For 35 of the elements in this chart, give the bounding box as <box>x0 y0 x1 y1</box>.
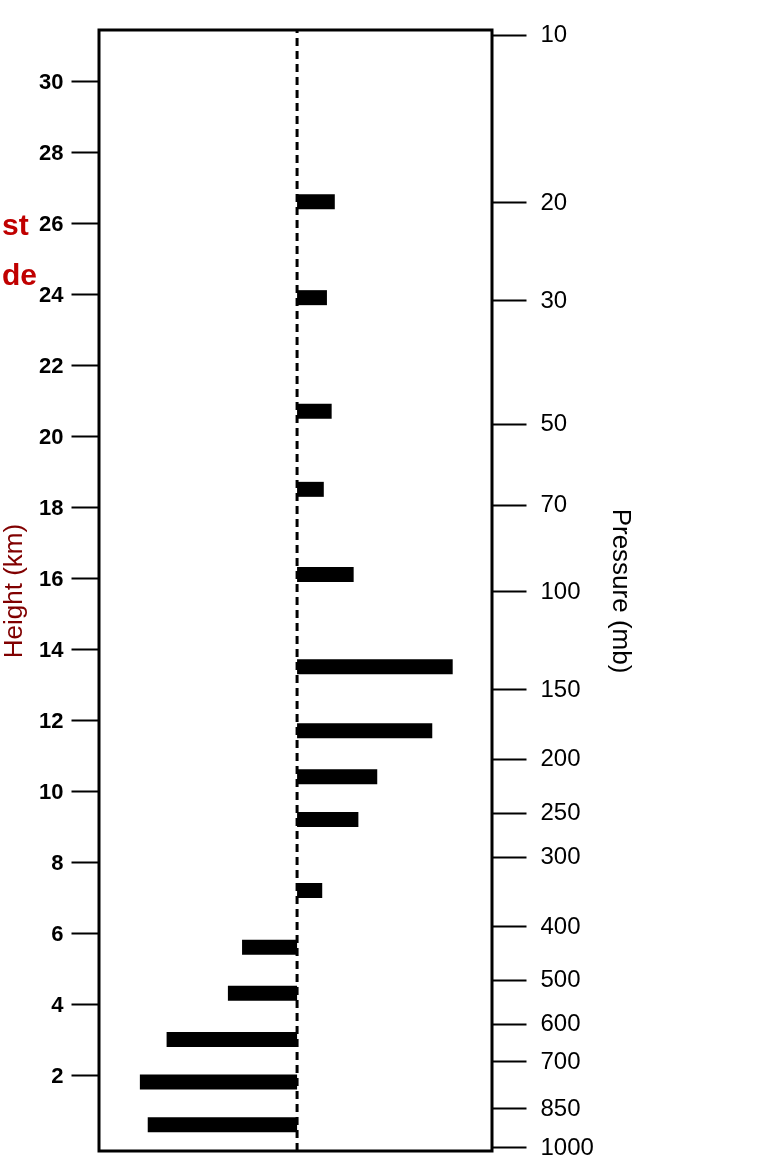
text: de <box>2 257 38 293</box>
y-tick-label: 12 <box>39 707 64 733</box>
y-tick-label: 8 <box>51 849 64 875</box>
y-tick-label: 2 <box>51 1062 64 1088</box>
y-tick-label: 28 <box>39 139 64 165</box>
y-tick-label: 14 <box>39 636 65 662</box>
y2-tick-label: 20 <box>540 187 568 215</box>
y2-tick-label: 1000 <box>540 1132 594 1158</box>
y2-tick-label: 600 <box>540 1009 581 1037</box>
y2-tick-label: 70 <box>540 490 568 518</box>
y-axis-title: Height (km) <box>0 523 29 659</box>
y-tick-label: 26 <box>39 210 64 236</box>
y2-tick-label: 30 <box>540 285 568 313</box>
y2-tick-label: 200 <box>540 744 581 772</box>
y2-axis-title: Pressure (mb) <box>606 508 637 674</box>
y2-tick-label: 250 <box>540 798 581 825</box>
y-tick-label: 10 <box>39 778 64 804</box>
y2-tick-label: 10 <box>540 20 568 48</box>
y2-tick-label: 300 <box>540 842 581 870</box>
y2-tick-label: 700 <box>540 1046 581 1074</box>
y-tick-label: 30 <box>39 68 64 94</box>
y-tick-label: 24 <box>39 281 65 307</box>
y2-tick-label: 50 <box>540 409 568 437</box>
y2-tick-label: 850 <box>540 1093 581 1121</box>
y-tick-label: 18 <box>39 494 64 520</box>
y2-tick-label: 500 <box>540 965 581 993</box>
y-tick-label: 20 <box>39 423 64 449</box>
y-tick-label: 22 <box>39 352 64 378</box>
text: st <box>2 207 30 243</box>
y2-tick-label: 100 <box>540 576 581 604</box>
y2-tick-label: 400 <box>540 911 581 939</box>
y2-tick-label: 150 <box>540 674 581 702</box>
y-tick-label: 16 <box>39 565 64 591</box>
y-tick-label: 6 <box>51 920 64 946</box>
y-tick-label: 4 <box>51 991 65 1017</box>
